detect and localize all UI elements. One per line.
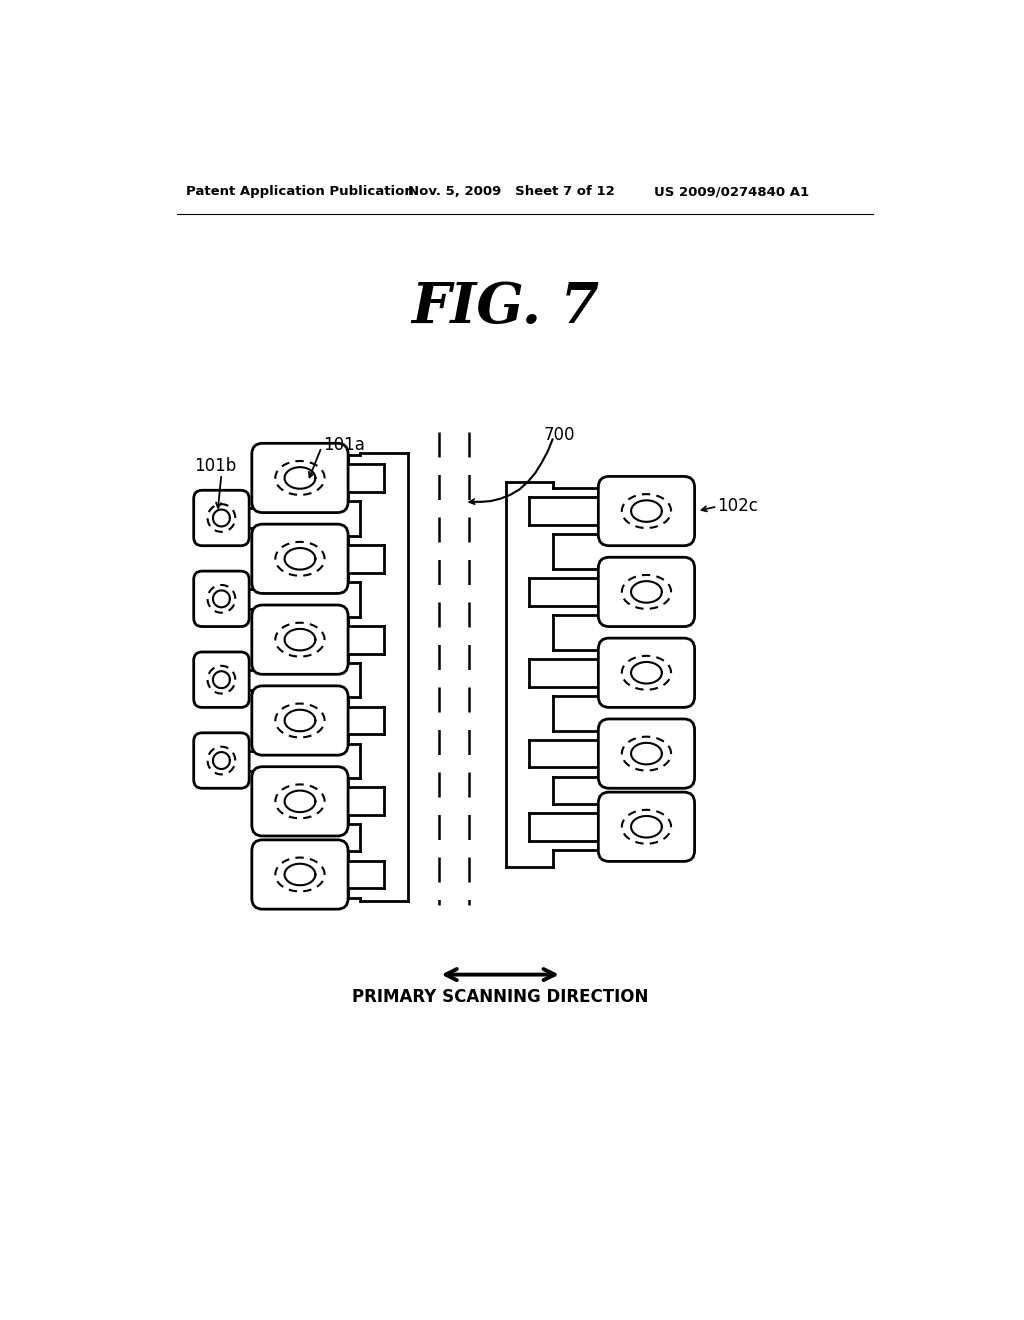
FancyBboxPatch shape — [194, 490, 249, 545]
FancyBboxPatch shape — [194, 572, 249, 627]
Text: Patent Application Publication: Patent Application Publication — [186, 185, 414, 198]
FancyBboxPatch shape — [252, 444, 348, 512]
Text: 101b: 101b — [194, 457, 236, 475]
Text: FIG. 7: FIG. 7 — [412, 281, 600, 335]
Text: 101a: 101a — [323, 436, 365, 454]
Text: Nov. 5, 2009   Sheet 7 of 12: Nov. 5, 2009 Sheet 7 of 12 — [408, 185, 614, 198]
FancyBboxPatch shape — [252, 767, 348, 836]
FancyBboxPatch shape — [598, 477, 694, 545]
FancyBboxPatch shape — [252, 605, 348, 675]
FancyBboxPatch shape — [252, 840, 348, 909]
Text: 102c: 102c — [717, 498, 758, 515]
FancyBboxPatch shape — [252, 524, 348, 594]
FancyBboxPatch shape — [598, 719, 694, 788]
Text: 700: 700 — [544, 426, 575, 445]
FancyBboxPatch shape — [252, 686, 348, 755]
FancyBboxPatch shape — [598, 792, 694, 862]
FancyBboxPatch shape — [194, 652, 249, 708]
Text: PRIMARY SCANNING DIRECTION: PRIMARY SCANNING DIRECTION — [352, 989, 648, 1006]
FancyBboxPatch shape — [194, 733, 249, 788]
FancyBboxPatch shape — [598, 638, 694, 708]
FancyBboxPatch shape — [598, 557, 694, 627]
Text: US 2009/0274840 A1: US 2009/0274840 A1 — [654, 185, 809, 198]
